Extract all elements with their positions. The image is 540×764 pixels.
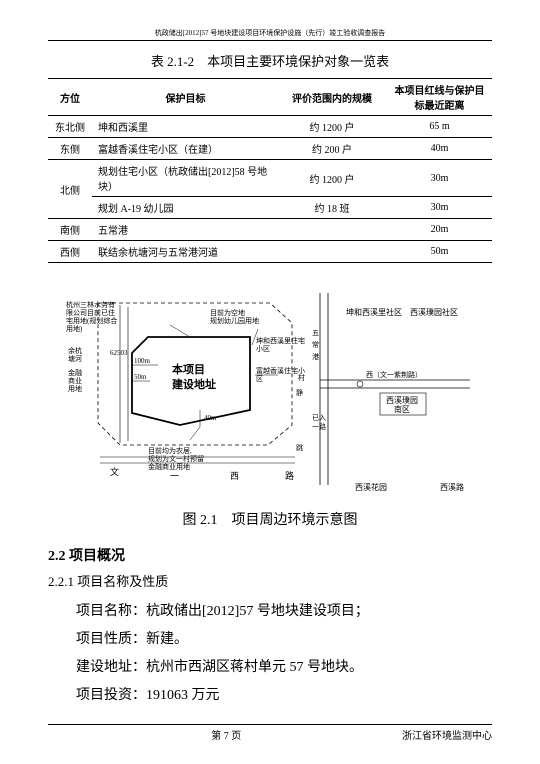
section-heading-3: 2.2.1 项目名称及性质 xyxy=(48,571,492,590)
table-title: 表 2.1-2 本项目主要环境保护对象一览表 xyxy=(48,51,492,70)
svg-text:一: 一 xyxy=(170,471,179,481)
cell-target: 联结余杭塘河与五常港河道 xyxy=(92,241,277,263)
svg-text:南区: 南区 xyxy=(394,404,410,414)
page-header: 杭政储出[2012]57 号地块建设项目环境保护设施（先行）竣工验收调查报告 xyxy=(48,28,492,41)
svg-text:商业: 商业 xyxy=(68,376,82,385)
col-scale: 评价范围内的规模 xyxy=(277,79,387,116)
footer-spacer xyxy=(48,727,51,742)
cell-scale: 约 1200 户 xyxy=(277,160,387,197)
svg-text:跳: 跳 xyxy=(296,443,303,452)
svg-text:杭州三林水务有: 杭州三林水务有 xyxy=(66,300,115,309)
cell-dir: 东北侧 xyxy=(48,116,92,138)
protection-table: 方位 保护目标 评价范围内的规模 本项目红线与保护目标最近距离 东北侧 坤和西溪… xyxy=(48,78,492,263)
svg-text:文: 文 xyxy=(110,466,119,477)
page-footer: 第 7 页 浙江省环境监测中心 xyxy=(48,724,492,742)
svg-text:金融: 金融 xyxy=(68,368,82,377)
svg-text:限公司目前已住: 限公司目前已住 xyxy=(66,308,115,317)
footer-org: 浙江省环境监测中心 xyxy=(402,727,492,742)
svg-text:村: 村 xyxy=(298,373,305,382)
svg-text:五: 五 xyxy=(312,329,319,337)
svg-text:100m: 100m xyxy=(134,357,151,365)
cell-scale: 约 1200 户 xyxy=(277,116,387,138)
svg-text:余杭: 余杭 xyxy=(68,346,82,355)
cell-target: 规划 A-19 幼儿园 xyxy=(92,197,277,219)
col-target: 保护目标 xyxy=(92,79,277,116)
cell-scale: 约 200 户 xyxy=(277,138,387,160)
svg-text:已入: 已入 xyxy=(312,414,326,422)
svg-text:西（文一紫荆路）: 西（文一紫荆路） xyxy=(366,370,422,379)
svg-text:建设地址: 建设地址 xyxy=(172,377,216,391)
cell-dir: 南侧 xyxy=(48,219,92,241)
svg-text:一路: 一路 xyxy=(312,422,326,431)
cell-target: 规划住宅小区（杭政储出[2012]58 号地块） xyxy=(92,160,277,197)
cell-dist: 65 m xyxy=(387,116,492,138)
svg-text:目前为空地: 目前为空地 xyxy=(210,308,245,317)
svg-text:用地): 用地) xyxy=(66,324,83,333)
cell-target: 坤和西溪里 xyxy=(92,116,277,138)
cell-dir: 北侧 xyxy=(48,160,92,219)
col-distance: 本项目红线与保护目标最近距离 xyxy=(387,79,492,116)
cell-dist: 50m xyxy=(387,241,492,263)
cell-target: 富越香溪住宅小区（在建） xyxy=(92,138,277,160)
svg-text:港: 港 xyxy=(312,352,319,361)
svg-text:金融商业用地: 金融商业用地 xyxy=(148,462,190,471)
svg-text:用地: 用地 xyxy=(68,384,82,393)
table-row: 西侧 联结余杭塘河与五常港河道 50m xyxy=(48,241,492,263)
svg-text:本项目: 本项目 xyxy=(172,362,205,376)
svg-text:50m: 50m xyxy=(134,373,147,381)
svg-text:小区: 小区 xyxy=(256,344,270,353)
paragraph: 项目名称：杭政储出[2012]57 号地块建设项目； xyxy=(48,598,492,626)
paragraph: 项目投资：191063 万元 xyxy=(48,682,492,710)
table-header-row: 方位 保护目标 评价范围内的规模 本项目红线与保护目标最近距离 xyxy=(48,79,492,116)
cell-target: 五常港 xyxy=(92,219,277,241)
cell-scale xyxy=(277,241,387,263)
cell-scale xyxy=(277,219,387,241)
site-diagram: 杭州三林水务有 限公司目前已住 宅用地(规划综合 用地) 62503 100m … xyxy=(60,285,480,495)
table-row: 南侧 五常港 20m xyxy=(48,219,492,241)
svg-text:规划幼儿园用地: 规划幼儿园用地 xyxy=(210,316,259,325)
svg-text:西溪璞园: 西溪璞园 xyxy=(386,395,418,405)
cell-dir: 东侧 xyxy=(48,138,92,160)
section-heading-2: 2.2 项目概况 xyxy=(48,545,492,565)
svg-text:40m: 40m xyxy=(204,414,217,422)
cell-dist: 30m xyxy=(387,160,492,197)
svg-text:目前均为农居,: 目前均为农居, xyxy=(148,446,192,455)
svg-text:区: 区 xyxy=(256,375,263,383)
svg-text:静: 静 xyxy=(296,388,303,397)
cell-dist: 30m xyxy=(387,197,492,219)
svg-text:西溪路: 西溪路 xyxy=(440,482,464,492)
table-row: 北侧 规划住宅小区（杭政储出[2012]58 号地块） 约 1200 户 30m xyxy=(48,160,492,197)
svg-text:西: 西 xyxy=(230,471,239,481)
page-number: 第 7 页 xyxy=(211,727,241,742)
table-row: 东北侧 坤和西溪里 约 1200 户 65 m xyxy=(48,116,492,138)
svg-text:宅用地(规划综合: 宅用地(规划综合 xyxy=(66,316,117,325)
table-row: 东侧 富越香溪住宅小区（在建） 约 200 户 40m xyxy=(48,138,492,160)
svg-text:常: 常 xyxy=(312,340,319,349)
cell-dist: 20m xyxy=(387,219,492,241)
svg-text:62503: 62503 xyxy=(110,349,128,357)
paragraph: 项目性质：新建。 xyxy=(48,626,492,654)
svg-text:西溪花园: 西溪花园 xyxy=(355,482,387,492)
svg-text:坤和西溪里住宅: 坤和西溪里住宅 xyxy=(256,336,305,345)
figure-caption: 图 2.1 项目周边环境示意图 xyxy=(48,509,492,529)
paragraph: 建设地址：杭州市西湖区蒋村单元 57 号地块。 xyxy=(48,654,492,682)
cell-dir: 西侧 xyxy=(48,241,92,263)
cell-dist: 40m xyxy=(387,138,492,160)
svg-text:塘河: 塘河 xyxy=(68,354,82,363)
svg-text:规划为文一村预留: 规划为文一村预留 xyxy=(148,454,204,463)
col-direction: 方位 xyxy=(48,79,92,116)
svg-text:西溪璞园社区: 西溪璞园社区 xyxy=(410,307,458,317)
cell-scale: 约 18 班 xyxy=(277,197,387,219)
svg-text:坤和西溪里社区: 坤和西溪里社区 xyxy=(346,307,402,317)
svg-text:路: 路 xyxy=(285,470,294,481)
table-row: 规划 A-19 幼儿园 约 18 班 30m xyxy=(48,197,492,219)
